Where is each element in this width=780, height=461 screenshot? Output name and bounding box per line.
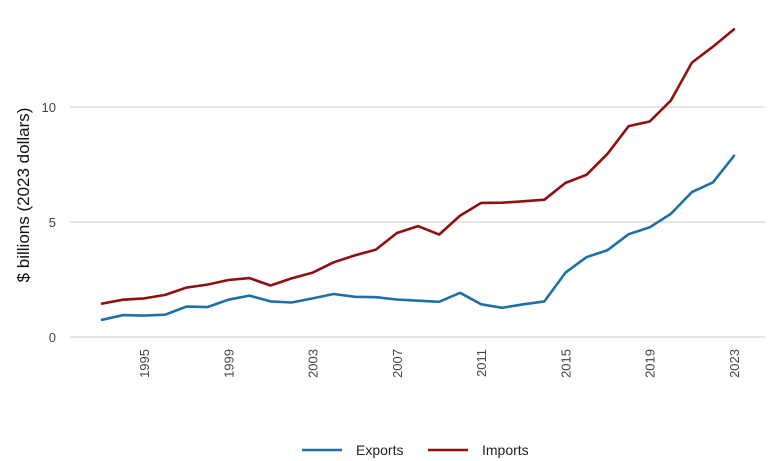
y-tick-label: 5	[49, 215, 56, 230]
legend-label-imports: Imports	[482, 442, 529, 458]
x-axis-ticks: 1995 1999 2003 2007 2011 2015 2019 2023	[137, 349, 742, 378]
y-axis-ticks: 0 5 10	[42, 100, 56, 345]
x-tick-label: 2015	[558, 349, 573, 378]
x-tick-label: 1995	[137, 349, 152, 378]
x-tick-label: 2003	[306, 349, 321, 378]
series-line-imports	[100, 27, 736, 305]
x-tick-label: 2019	[643, 349, 658, 378]
y-axis-title: $ billions (2023 dollars)	[14, 108, 33, 283]
x-tick-label: 2011	[474, 349, 489, 377]
x-tick-label: 2023	[727, 349, 742, 378]
series-lines	[100, 27, 736, 322]
series-line-exports	[100, 154, 736, 322]
legend-label-exports: Exports	[356, 442, 403, 458]
x-tick-label: 1999	[221, 349, 236, 378]
legend: Exports Imports	[302, 442, 529, 458]
gridlines	[70, 106, 765, 338]
y-tick-label: 10	[42, 100, 56, 115]
y-tick-label: 0	[49, 330, 56, 345]
x-tick-label: 2007	[390, 349, 405, 378]
